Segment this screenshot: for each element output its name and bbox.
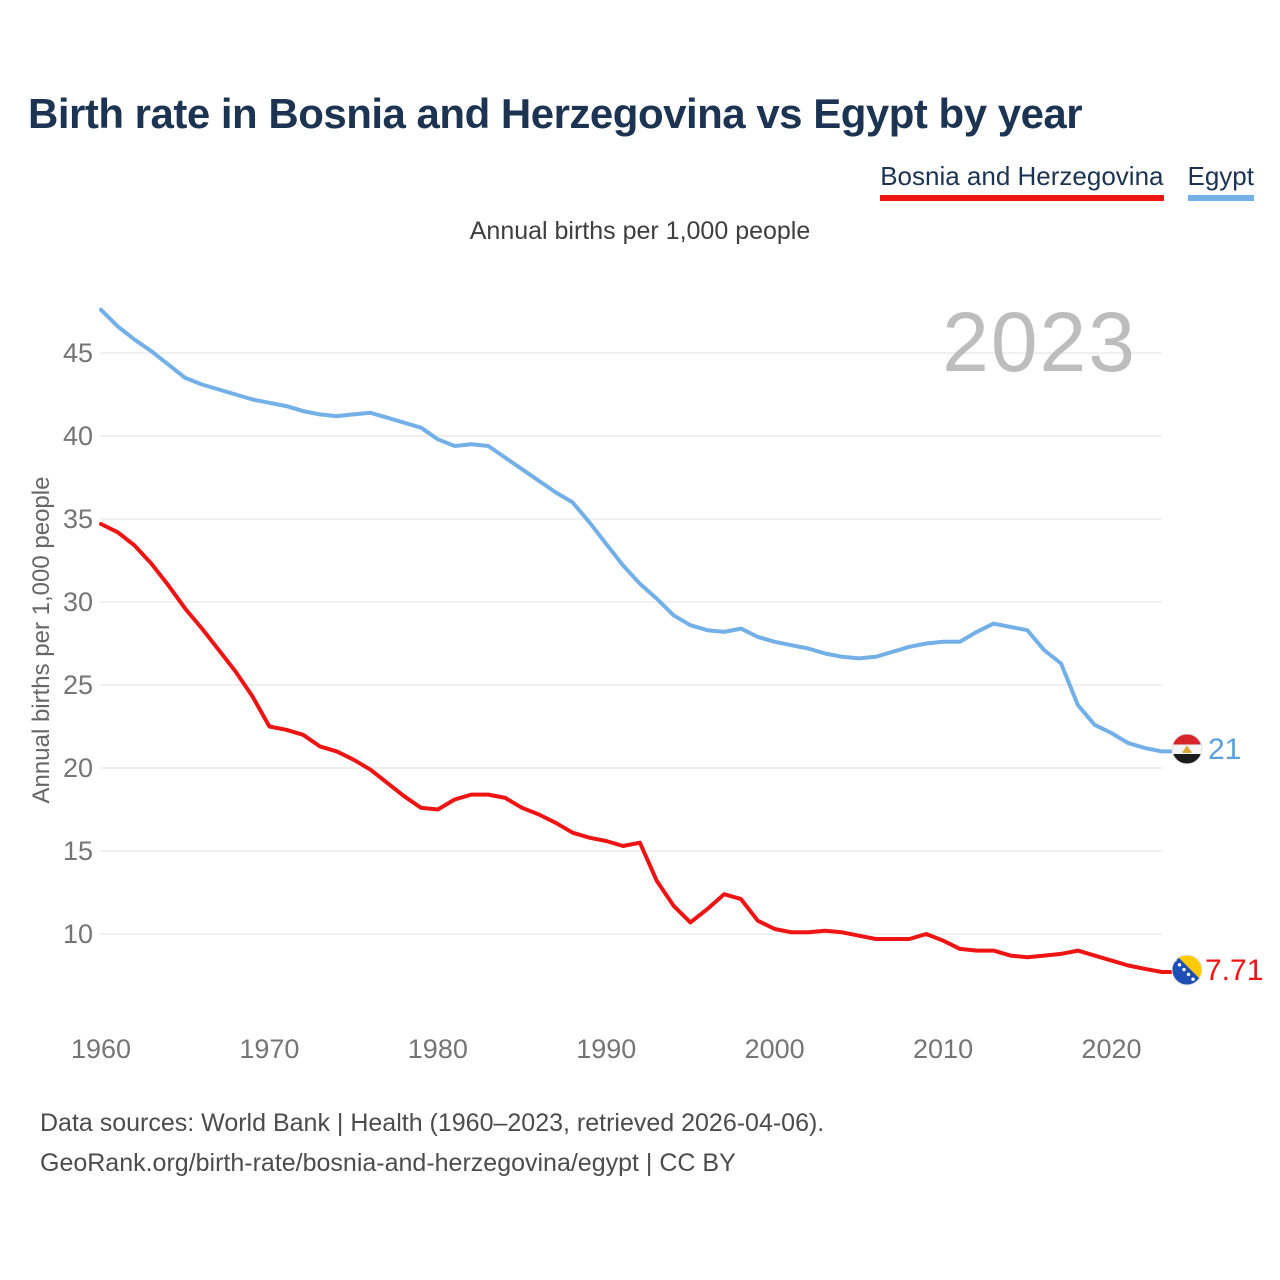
watermark-year: 2023 bbox=[942, 295, 1137, 389]
gridlines bbox=[100, 352, 1162, 935]
legend: Bosnia and Herzegovina Egypt bbox=[880, 161, 1254, 201]
y-tick-label: 35 bbox=[63, 504, 93, 534]
x-tick-label: 1990 bbox=[576, 1034, 636, 1064]
series-lines bbox=[99, 307, 1173, 974]
footer-attribution: GeoRank.org/birth-rate/bosnia-and-herzeg… bbox=[40, 1149, 736, 1177]
y-tick-label: 20 bbox=[63, 753, 93, 783]
y-axis-tick-labels: 10 15 20 25 30 35 40 45 bbox=[63, 338, 93, 949]
y-tick-label: 30 bbox=[63, 587, 93, 617]
series-line-bosnia bbox=[99, 522, 1173, 974]
y-tick-label: 15 bbox=[63, 836, 93, 866]
bosnia-flag-icon bbox=[1171, 954, 1203, 986]
x-tick-label: 1980 bbox=[408, 1034, 468, 1064]
x-tick-label: 2000 bbox=[745, 1034, 805, 1064]
x-tick-label: 2020 bbox=[1081, 1034, 1141, 1064]
y-tick-label: 45 bbox=[63, 338, 93, 368]
x-tick-label: 1970 bbox=[239, 1034, 299, 1064]
page-title: Birth rate in Bosnia and Herzegovina vs … bbox=[28, 90, 1083, 137]
legend-item-bosnia-and-herzegovina[interactable]: Bosnia and Herzegovina bbox=[880, 161, 1164, 201]
chart-subtitle: Annual births per 1,000 people bbox=[469, 217, 811, 245]
egypt-end-value-label: 21 bbox=[1208, 733, 1241, 766]
series-line-egypt bbox=[99, 307, 1173, 754]
x-axis-tick-labels: 1960 1970 1980 1990 2000 2010 2020 bbox=[71, 1034, 1142, 1064]
x-tick-label: 2010 bbox=[913, 1034, 973, 1064]
x-tick-label: 1960 bbox=[71, 1034, 131, 1064]
footer-data-sources: Data sources: World Bank | Health (1960–… bbox=[40, 1109, 825, 1137]
bosnia-end-value-label: 7.71 bbox=[1205, 954, 1263, 987]
y-tick-label: 25 bbox=[63, 670, 93, 700]
footer: Data sources: World Bank | Health (1960–… bbox=[40, 1103, 824, 1183]
y-tick-label: 10 bbox=[63, 919, 93, 949]
egypt-flag-icon bbox=[1171, 733, 1203, 765]
y-axis-title: Annual births per 1,000 people bbox=[28, 476, 55, 804]
legend-item-egypt[interactable]: Egypt bbox=[1187, 161, 1254, 201]
y-tick-label: 40 bbox=[63, 421, 93, 451]
